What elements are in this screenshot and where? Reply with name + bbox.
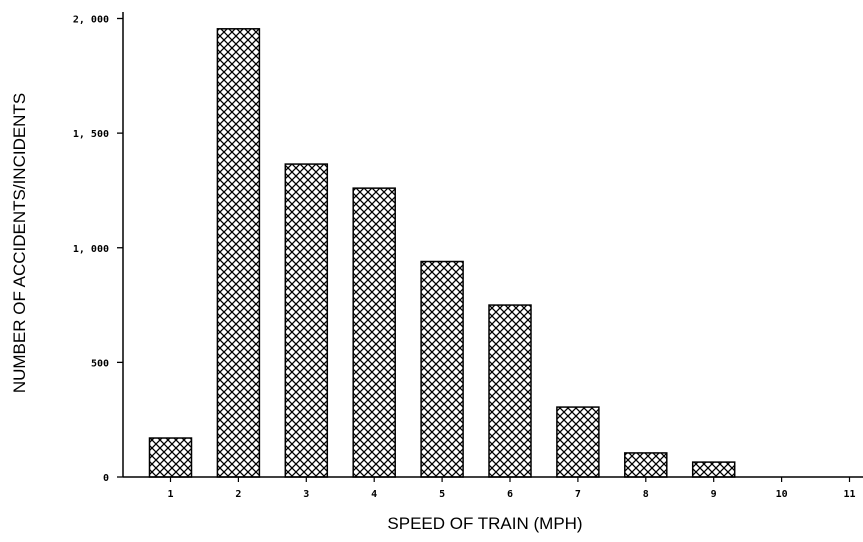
bar-speed-1 (148, 437, 193, 478)
bar-speed-7 (556, 406, 600, 478)
x-tick-label: 9 (711, 489, 717, 500)
bar-speed-3 (284, 163, 329, 478)
bar-speed-6 (488, 304, 532, 478)
y-tick-label: 0 (103, 473, 109, 484)
x-tick-label: 4 (371, 489, 377, 500)
bar-speed-8 (624, 452, 668, 478)
y-axis-title: NUMBER OF ACCIDENTS/INCIDENTS (10, 93, 29, 393)
y-tick-label: 1, 500 (73, 129, 109, 140)
x-tick-label: 11 (843, 489, 855, 500)
y-tick-label: 1, 000 (73, 244, 109, 255)
bar-speed-4 (352, 187, 396, 478)
y-tick-label: 500 (91, 358, 109, 369)
bar-speed-5 (420, 260, 464, 478)
x-axis-ticks: 1 2 3 4 5 6 7 8 9 10 11 (167, 477, 856, 500)
x-tick-label: 10 (776, 489, 788, 500)
x-tick-label: 8 (643, 489, 649, 500)
y-axis-ticks: 0 500 1, 000 1, 500 2, 000 (73, 15, 123, 484)
x-tick-label: 5 (439, 489, 445, 500)
x-tick-label: 7 (575, 489, 581, 500)
x-tick-label: 3 (303, 489, 309, 500)
bars (148, 28, 736, 478)
x-tick-label: 2 (235, 489, 241, 500)
bar-speed-9 (691, 461, 736, 478)
y-tick-label: 2, 000 (73, 15, 109, 26)
x-tick-label: 1 (167, 489, 173, 500)
bar-speed-2 (216, 28, 261, 478)
x-axis-title: SPEED OF TRAIN (MPH) (387, 514, 582, 533)
x-tick-label: 6 (507, 489, 513, 500)
